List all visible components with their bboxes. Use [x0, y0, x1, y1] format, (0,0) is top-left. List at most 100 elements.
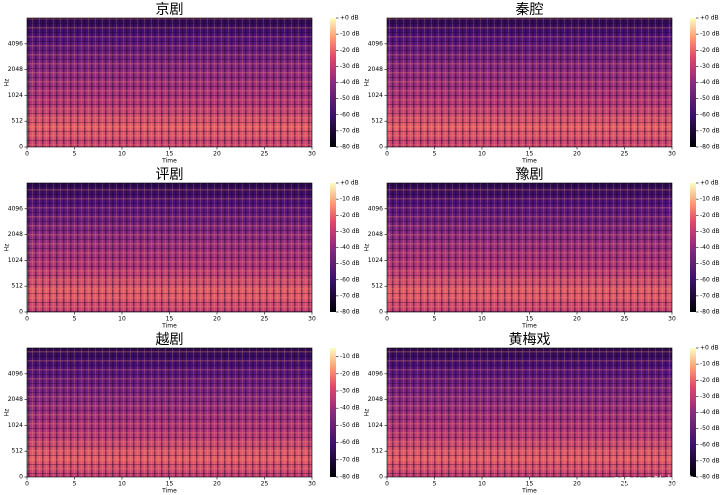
x-tick-label: 0: [385, 316, 389, 323]
colorbar: [690, 18, 696, 147]
x-axis-label: Time: [521, 323, 537, 330]
colorbar-tick-label: +0 dB: [700, 180, 719, 187]
colorbar: [690, 183, 696, 312]
colorbar: [330, 18, 336, 147]
y-tick-label: 1024: [8, 422, 23, 429]
x-tick-label: 5: [73, 151, 77, 158]
colorbar-tick-label: -40 dB: [340, 244, 360, 251]
x-tick-label: 10: [118, 316, 126, 323]
colorbar-tick-label: -10 dB: [340, 353, 360, 360]
y-tick-label: 4096: [368, 370, 383, 377]
y-tick-label: 512: [12, 448, 24, 455]
spectrogram-texture: [27, 183, 312, 312]
colorbar-tick-label: -10 dB: [700, 31, 720, 38]
chart-title: 评剧: [156, 167, 184, 183]
x-axis-label: Time: [161, 488, 177, 495]
x-tick-label: 30: [668, 151, 676, 158]
colorbar-tick-label: -70 dB: [700, 292, 720, 299]
x-tick-label: 10: [118, 151, 126, 158]
y-tick-label: 2048: [368, 231, 383, 238]
y-tick-label: 0: [19, 144, 23, 151]
x-tick-label: 20: [213, 316, 221, 323]
colorbar-tick-label: -80 dB: [700, 309, 720, 316]
y-tick-label: 512: [372, 448, 384, 455]
colorbar-tick-label: -20 dB: [700, 377, 720, 384]
x-tick-label: 30: [308, 316, 316, 323]
y-tick-label: 1024: [368, 257, 383, 264]
x-tick-label: 0: [25, 151, 29, 158]
colorbar-tick-label: -80 dB: [700, 474, 720, 481]
x-tick-label: 15: [166, 151, 174, 158]
colorbar-tick-label: -60 dB: [340, 111, 360, 118]
y-tick-label: 1024: [8, 257, 23, 264]
x-tick-label: 15: [526, 481, 534, 488]
colorbar-tick-label: -70 dB: [700, 457, 720, 464]
x-tick-label: 0: [385, 481, 389, 488]
y-tick-label: 1024: [8, 92, 23, 99]
x-tick-label: 30: [668, 481, 676, 488]
x-tick-label: 25: [261, 316, 269, 323]
x-tick-label: 5: [433, 316, 437, 323]
y-tick-label: 512: [12, 118, 24, 125]
colorbar-tick-label: -60 dB: [700, 441, 720, 448]
x-tick-label: 20: [573, 151, 581, 158]
x-tick-label: 30: [308, 481, 316, 488]
colorbar-tick-label: -80 dB: [340, 144, 360, 151]
y-tick-label: 0: [19, 309, 23, 316]
colorbar-tick-label: -70 dB: [340, 127, 360, 134]
x-tick-label: 20: [573, 316, 581, 323]
x-tick-label: 25: [621, 316, 629, 323]
chart-title: 京剧: [156, 2, 184, 18]
x-tick-label: 25: [621, 481, 629, 488]
colorbar-tick-label: -20 dB: [340, 47, 360, 54]
y-tick-label: 2048: [8, 396, 23, 403]
colorbar-tick-label: -50 dB: [700, 425, 720, 432]
y-tick-label: 1024: [368, 422, 383, 429]
y-tick-label: 0: [379, 309, 383, 316]
colorbar-tick-label: -30 dB: [340, 228, 360, 235]
y-tick-label: 512: [372, 283, 384, 290]
colorbar-tick-label: -80 dB: [700, 144, 720, 151]
colorbar-tick-label: -60 dB: [700, 111, 720, 118]
x-tick-label: 10: [478, 151, 486, 158]
colorbar-tick-label: -30 dB: [700, 228, 720, 235]
y-tick-label: 4096: [8, 370, 23, 377]
y-axis-label: Hz: [364, 244, 371, 252]
x-tick-label: 0: [385, 151, 389, 158]
colorbar-tick-label: -10 dB: [700, 196, 720, 203]
x-axis-label: Time: [521, 158, 537, 165]
chart-title: 豫剧: [516, 167, 544, 183]
y-tick-label: 2048: [8, 231, 23, 238]
spectrogram-texture: [27, 18, 312, 147]
y-tick-label: 4096: [8, 40, 23, 47]
y-tick-label: 1024: [368, 92, 383, 99]
x-tick-label: 5: [433, 151, 437, 158]
x-axis-label: Time: [161, 323, 177, 330]
y-axis-label: Hz: [4, 79, 11, 87]
colorbar-tick-label: -30 dB: [340, 388, 360, 395]
x-tick-label: 20: [213, 151, 221, 158]
x-tick-label: 25: [261, 481, 269, 488]
spectrogram-texture: [387, 348, 672, 477]
y-tick-label: 4096: [368, 40, 383, 47]
y-tick-label: 0: [19, 474, 23, 481]
x-tick-label: 5: [433, 481, 437, 488]
y-axis-label: Hz: [364, 409, 371, 417]
colorbar-tick-label: -40 dB: [700, 79, 720, 86]
x-tick-label: 10: [478, 316, 486, 323]
x-tick-label: 25: [621, 151, 629, 158]
colorbar: [690, 348, 696, 477]
colorbar-tick-label: -50 dB: [700, 95, 720, 102]
colorbar-tick-label: -50 dB: [340, 95, 360, 102]
y-tick-label: 0: [379, 474, 383, 481]
watermark: CSDN @叶之生荣: [612, 474, 694, 487]
chart-title: 越剧: [156, 332, 184, 348]
y-tick-label: 4096: [8, 205, 23, 212]
colorbar-tick-label: -20 dB: [700, 212, 720, 219]
y-tick-label: 4096: [368, 205, 383, 212]
chart-title: 秦腔: [516, 2, 544, 18]
colorbar-tick-label: -80 dB: [340, 309, 360, 316]
colorbar-tick-label: -80 dB: [340, 474, 360, 481]
x-tick-label: 30: [308, 151, 316, 158]
